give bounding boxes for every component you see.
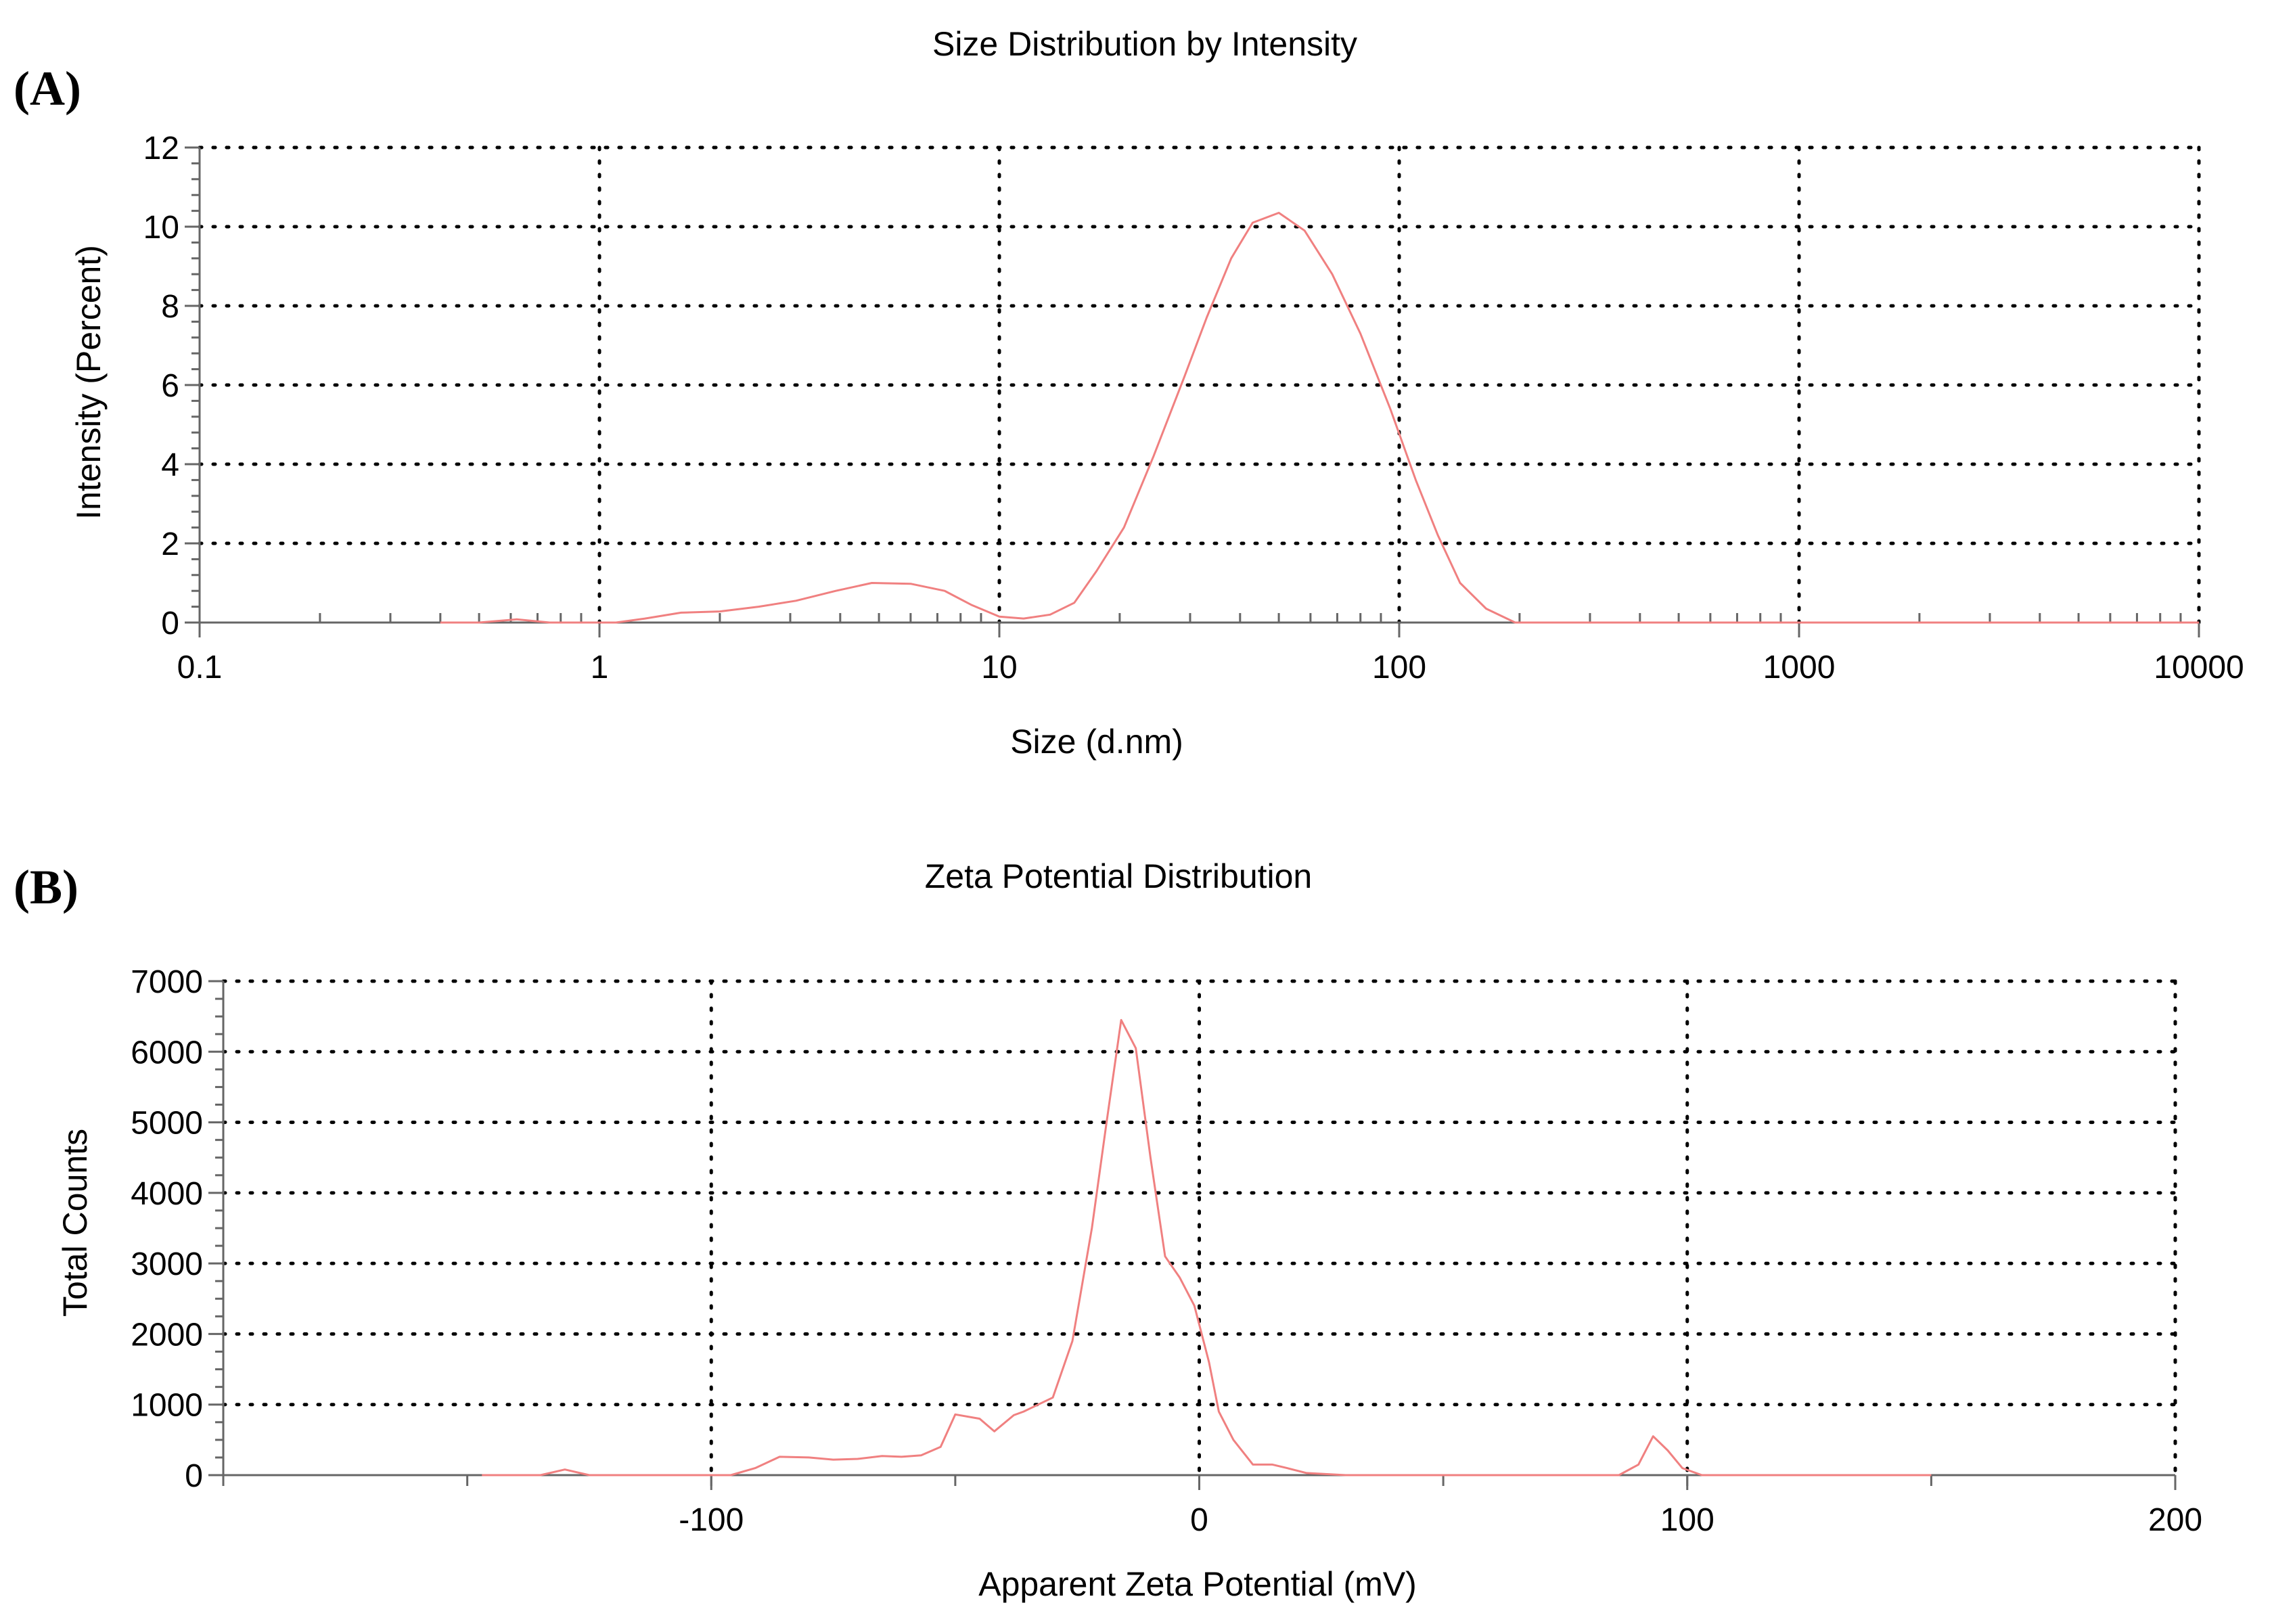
panel-a-y-tick-label: 10 — [143, 210, 179, 246]
panel-a-x-tick-label: 10 — [981, 650, 1017, 685]
panel-b-y-tick-label: 2000 — [131, 1317, 203, 1353]
panel-a-y-tick-label: 2 — [161, 526, 179, 562]
panel-a-series-line-0 — [440, 212, 2199, 624]
panel-a-label: (A) — [14, 62, 81, 116]
panel-b-y-tick-label: 7000 — [131, 964, 203, 1000]
panel-a-x-tick-label: 10000 — [2154, 650, 2244, 685]
panel-b-tick-labels: 0 1000 2000 3000 4000 5000 6000 7000 -100 0 100 200 — [131, 964, 2202, 1538]
panel-b-series — [482, 1018, 1932, 1476]
panel-a-grid — [198, 145, 2201, 625]
panel-b-y-tick-label: 1000 — [131, 1388, 203, 1424]
panel-b-x-tick-label: 0 — [1190, 1502, 1208, 1538]
panel-a-y-tick-label: 6 — [161, 368, 179, 404]
panel-a-x-tick-label: 1000 — [1763, 650, 1836, 685]
panel-a-y-tick-label: 12 — [143, 131, 179, 166]
panel-b-y-tick-label: 3000 — [131, 1246, 203, 1282]
panel-a-size-distribution: (A) Size Distribution by Intensity Size … — [14, 25, 2244, 761]
panel-a-y-axis-label: Intensity (Percent) — [70, 245, 108, 520]
panel-a-tick-labels: 0 2 4 6 8 10 12 0.1 1 10 100 1000 10000 — [143, 131, 2244, 685]
panel-b-y-tick-label: 0 — [185, 1458, 203, 1494]
panel-a-y-tick-label: 0 — [161, 606, 179, 641]
panel-a-x-tick-label: 100 — [1372, 650, 1426, 685]
panel-b-grid — [221, 979, 2177, 1477]
panel-b-ticks — [208, 980, 2177, 1490]
panel-a-y-tick-label: 4 — [161, 447, 179, 483]
panel-b-y-tick-label: 6000 — [131, 1035, 203, 1070]
panel-a-title: Size Distribution by Intensity — [932, 25, 1357, 63]
panel-b-x-tick-label: -100 — [679, 1502, 744, 1538]
panel-b-x-axis-label: Apparent Zeta Potential (mV) — [978, 1565, 1417, 1603]
panel-b-y-axis-label: Total Counts — [56, 1129, 94, 1317]
panel-b-y-tick-label: 4000 — [131, 1176, 203, 1212]
panel-b-title: Zeta Potential Distribution — [925, 857, 1313, 895]
panel-a-x-tick-label: 1 — [591, 650, 609, 685]
panel-b-label: (B) — [14, 860, 78, 914]
panel-a-y-tick-label: 8 — [161, 289, 179, 325]
panel-b-series-line-0 — [482, 1018, 1932, 1476]
panel-b-x-tick-label: 200 — [2148, 1502, 2202, 1538]
panel-b-x-tick-label: 100 — [1660, 1502, 1714, 1538]
panel-a-x-tick-label: 0.1 — [177, 650, 223, 685]
panel-a-series — [440, 212, 2199, 624]
panel-b-zeta-potential: (B) Zeta Potential Distribution Apparent… — [14, 857, 2202, 1603]
panel-a-x-axis-label: Size (d.nm) — [1010, 723, 1183, 761]
panel-b-y-tick-label: 5000 — [131, 1106, 203, 1142]
panel-a-ticks — [185, 146, 2200, 637]
